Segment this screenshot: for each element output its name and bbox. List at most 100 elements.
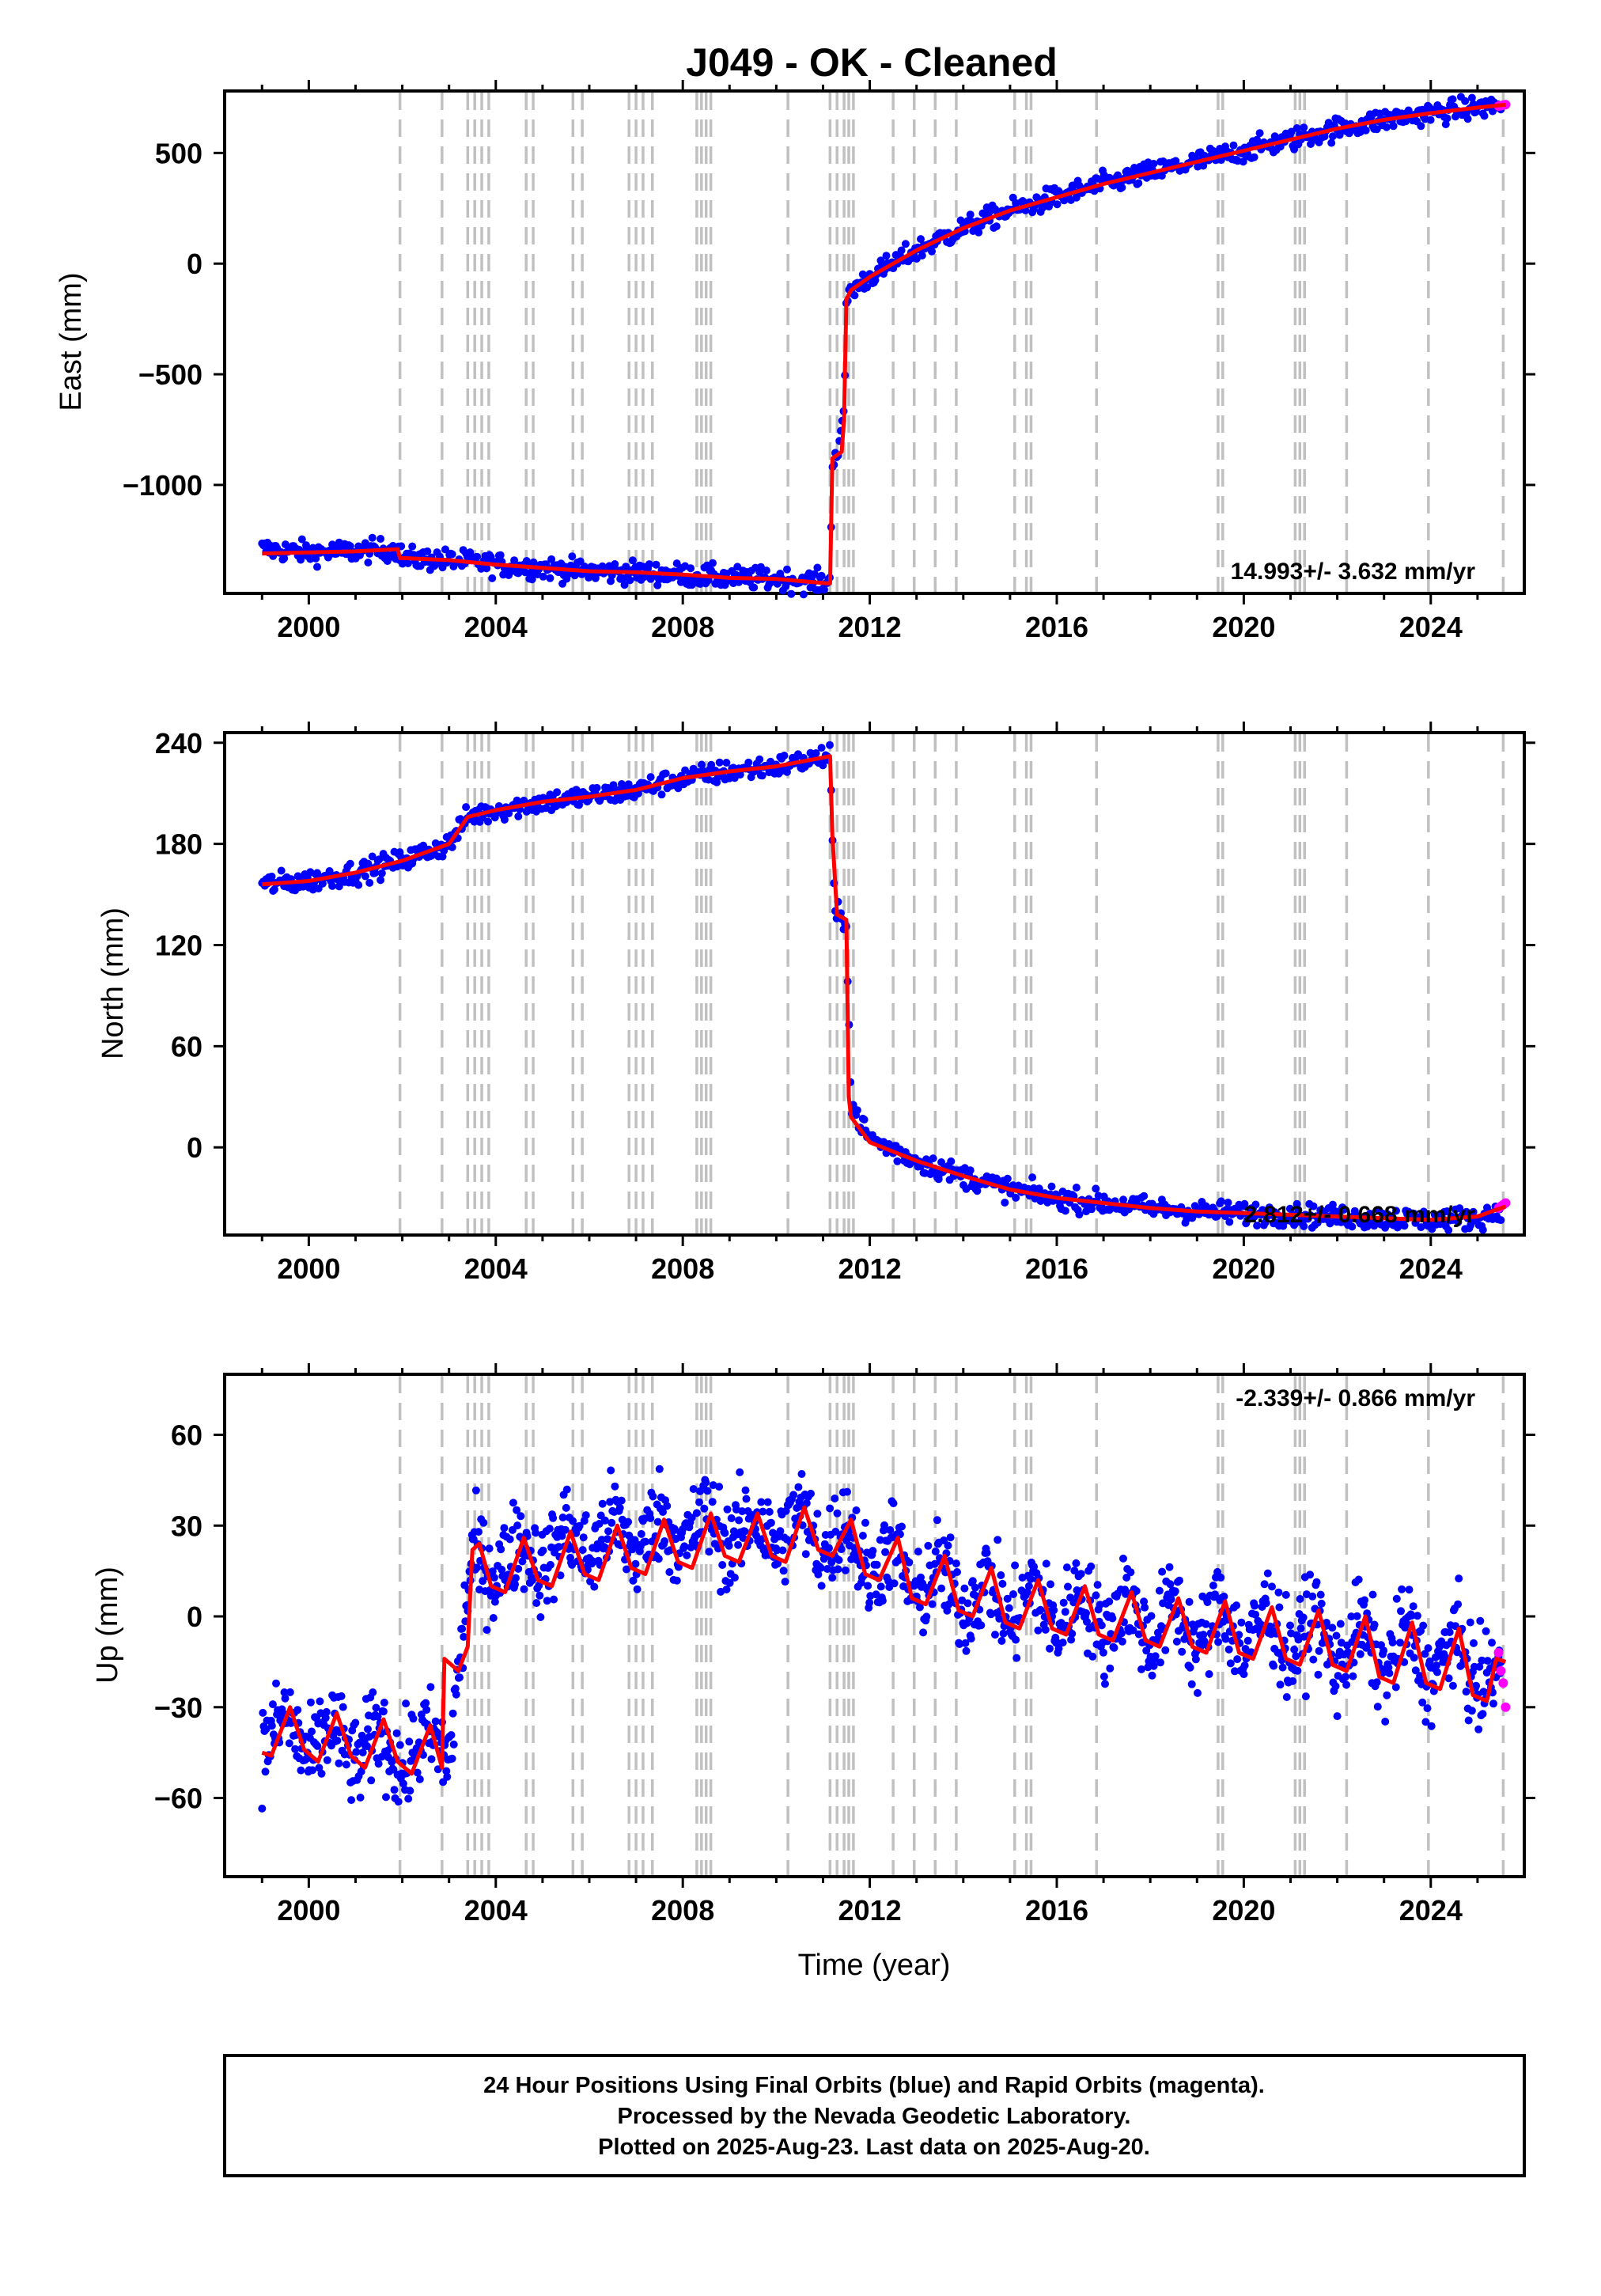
up-data-point [413,1768,422,1777]
up-data-point [321,1714,330,1722]
up-data-point [1126,1568,1135,1577]
north-data-point [592,783,601,792]
north-y-tick-label: 60 [171,1030,202,1063]
north-velocity-rate: 2.812+/- 0.668 mm/yr [1243,1202,1475,1228]
up-data-point [1268,1582,1276,1591]
east-data-point [817,571,826,580]
up-data-point [1454,1600,1463,1608]
up-data-point [367,1776,376,1785]
up-data-point [880,1521,888,1529]
north-data-point [1001,1199,1009,1207]
up-data-point [1289,1677,1297,1685]
footer-line-2: Processed by the Nevada Geodetic Laborat… [618,2104,1131,2129]
up-data-point [558,1532,566,1540]
east-data-point [975,228,983,237]
up-data-point [702,1478,710,1487]
up-data-point [956,1640,964,1648]
up-data-point [422,1699,430,1707]
up-data-point [286,1688,294,1696]
up-data-point [991,1631,999,1639]
up-data-point [431,1717,440,1726]
up-data-point [962,1646,971,1655]
east-data-point [546,574,554,582]
east-data-point [448,550,456,559]
up-data-point [579,1533,588,1542]
north-event-lines [398,734,1505,1233]
up-data-point [498,1566,506,1574]
up-data-point [1042,1559,1050,1568]
up-data-point [532,1529,540,1537]
up-data-point [960,1584,969,1593]
figure-title: J049 - OK - Cleaned [686,40,1058,85]
up-data-point [766,1518,775,1527]
up-data-point [1276,1680,1285,1689]
east-plot-frame [223,89,1526,595]
north-data-point [758,771,766,780]
east-data-point [1463,115,1472,123]
up-data-point [1455,1574,1463,1583]
east-data-point [1480,112,1489,120]
up-data-point [997,1571,1005,1579]
up-data-point [390,1786,399,1794]
up-data-point [342,1760,350,1769]
up-data-point [1209,1582,1217,1589]
up-data-point [406,1786,414,1795]
up-data-point [1336,1620,1345,1628]
up-data-point [738,1507,747,1516]
north-data-point [553,788,562,797]
up-data-point [1251,1610,1260,1619]
east-data-point [528,575,536,584]
east-data-point [297,535,306,544]
up-data-point [1342,1673,1349,1681]
up-data-point [617,1496,626,1505]
east-data-point [787,589,796,598]
up-data-point [967,1635,975,1643]
up-data-point [814,1570,823,1578]
up-data-point [285,1739,293,1748]
up-data-point [293,1706,302,1714]
up-plot-frame [223,1373,1526,1878]
up-data-point [1466,1618,1474,1627]
up-data-point [1398,1585,1406,1593]
up-data-point [1424,1644,1433,1653]
up-data-point [1047,1580,1054,1589]
north-data-point [860,1116,869,1124]
up-x-tick-label: 2004 [464,1894,528,1927]
up-data-point [1106,1664,1115,1673]
east-event-lines [398,93,1505,592]
up-x-tick-label: 2008 [651,1894,714,1927]
up-data-point [928,1600,937,1608]
up-data-point [528,1576,536,1585]
up-data-point [427,1755,436,1764]
up-data-point [1203,1598,1212,1606]
x-axis-label: Time (year) [798,1949,951,1982]
up-data-point [1308,1592,1317,1601]
up-data-point [549,1514,558,1522]
up-data-point [961,1639,970,1647]
up-data-point [1129,1626,1137,1635]
up-data-point [765,1507,774,1516]
up-y-axis-label: Up (mm) [91,1567,124,1684]
up-data-point [725,1578,734,1587]
north-data-point [419,841,428,850]
east-data-point [901,240,910,248]
up-data-point [826,1504,835,1513]
up-data-point [1474,1725,1483,1733]
up-data-point [281,1694,290,1703]
up-data-point [546,1560,554,1569]
up-data-point [1088,1652,1097,1661]
north-data-point [1072,1184,1081,1192]
up-data-point [511,1580,519,1589]
up-data-point [833,1509,842,1517]
up-data-point [517,1512,525,1521]
up-data-point [1041,1625,1050,1634]
up-data-point [456,1673,464,1682]
up-data-point [479,1518,488,1527]
east-data-point [1072,193,1081,202]
east-data-point [1372,125,1381,134]
up-rapid-point [1493,1647,1504,1658]
north-x-tick-label: 2012 [838,1252,902,1285]
up-data-point [302,1754,311,1763]
north-data-point [1140,1192,1149,1200]
east-data-point [1250,153,1258,161]
